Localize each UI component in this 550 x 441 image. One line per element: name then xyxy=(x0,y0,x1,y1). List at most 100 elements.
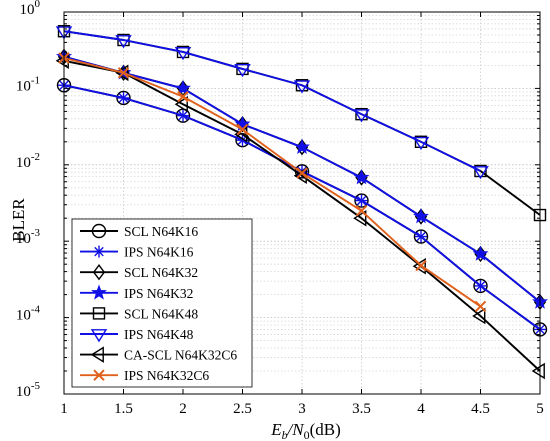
data-point-shape xyxy=(531,362,545,380)
data-point-shape xyxy=(413,229,429,244)
y-tick-label-base: 10 xyxy=(20,2,35,18)
x-axis-label-sub1: b xyxy=(282,428,288,441)
data-point xyxy=(293,80,311,94)
data-point-stroke xyxy=(178,110,188,121)
data-point xyxy=(474,279,487,292)
y-axis-label: BLER xyxy=(9,198,28,242)
x-tick-label: 3 xyxy=(298,401,306,417)
data-point xyxy=(117,67,130,79)
data-point-shape xyxy=(472,307,486,325)
legend-label: IPS N64K16 xyxy=(124,245,194,260)
x-tick-label: 1 xyxy=(60,401,68,417)
y-tick-label-exponent: 0 xyxy=(35,0,41,10)
data-point xyxy=(472,166,489,180)
y-tick-label-exponent: -2 xyxy=(31,151,40,163)
y-tick-label-base: 10 xyxy=(16,308,31,324)
y-tick-label: 100 xyxy=(20,0,41,18)
y-tick-label: 10-5 xyxy=(16,380,41,400)
data-point xyxy=(413,229,429,244)
data-point xyxy=(174,95,188,113)
legend-entry: IPS N64K32 xyxy=(80,284,193,301)
series-line xyxy=(63,30,481,172)
data-point-shape xyxy=(353,169,370,185)
data-point-shape xyxy=(353,209,367,227)
legend-marker-shape xyxy=(91,284,107,300)
y-tick-label: 10-2 xyxy=(16,151,40,171)
data-point-shape xyxy=(353,109,370,123)
data-point xyxy=(234,63,251,78)
legend-marker-shape xyxy=(90,329,108,343)
legend-entry: IPS N64K48 xyxy=(80,327,194,343)
legend-marker xyxy=(91,284,107,300)
data-point xyxy=(175,80,191,96)
data-point-stroke xyxy=(416,231,426,242)
data-point xyxy=(355,205,368,217)
data-point-shape xyxy=(293,80,311,94)
legend-marker xyxy=(92,264,106,281)
y-tick-label-exponent: -3 xyxy=(31,227,41,239)
data-point-stroke xyxy=(415,259,427,272)
data-point xyxy=(115,64,129,82)
x-axis-label-main: E xyxy=(270,420,282,439)
x-tick-label: 2.5 xyxy=(233,401,252,417)
y-tick-label-base: 10 xyxy=(16,155,31,171)
data-point xyxy=(355,107,368,121)
series-line xyxy=(63,59,541,372)
legend-label: SCL N64K48 xyxy=(124,306,198,321)
data-point-shape xyxy=(115,64,129,82)
legend-marker xyxy=(90,346,104,363)
legend-entry: SCL N64K48 xyxy=(80,306,198,321)
x-axis-label-sub2: 0 xyxy=(304,428,310,441)
legend-label: IPS N64K48 xyxy=(124,327,194,342)
data-point xyxy=(414,135,428,149)
data-point-stroke xyxy=(236,123,249,136)
x-tick-label: 1.5 xyxy=(114,401,133,417)
data-point xyxy=(412,136,430,151)
data-point xyxy=(354,193,369,208)
data-point xyxy=(177,90,189,103)
data-point-stroke xyxy=(355,205,368,217)
data-point-shape xyxy=(116,90,131,106)
data-point xyxy=(474,300,487,313)
data-point-stroke xyxy=(296,167,308,179)
data-point xyxy=(355,194,368,207)
data-point xyxy=(295,79,309,92)
data-point-shape xyxy=(414,135,428,149)
data-point-shape xyxy=(115,35,132,49)
data-point-stroke xyxy=(117,67,130,79)
y-tick-label-base: 10 xyxy=(16,231,31,247)
data-point xyxy=(116,90,131,106)
y-tick-label-exponent: -4 xyxy=(31,304,41,316)
data-point-shape xyxy=(234,63,251,78)
y-tick-label-exponent: -1 xyxy=(31,74,40,86)
x-tick-label: 3.5 xyxy=(352,401,371,417)
data-point xyxy=(294,138,310,154)
legend-marker-shape xyxy=(92,264,106,281)
tick-marks xyxy=(63,11,541,395)
legend-entry: IPS N64K16 xyxy=(80,245,194,260)
data-point-shape xyxy=(412,136,430,151)
data-point xyxy=(117,91,130,104)
legend-entry: SCL N64K32 xyxy=(80,264,198,281)
legend-marker-stroke xyxy=(93,369,105,381)
legend-marker xyxy=(91,223,107,239)
series-group xyxy=(55,25,548,380)
data-point-shape xyxy=(294,138,310,154)
data-point-shape xyxy=(175,80,191,96)
data-point xyxy=(236,123,249,136)
data-point xyxy=(177,109,189,122)
y-tick-label: 10-1 xyxy=(16,74,40,94)
legend-label: IPS N64K32 xyxy=(124,286,193,301)
legend-entry: CA-SCL N64K32C6 xyxy=(80,346,237,363)
data-point-shape xyxy=(174,95,188,113)
legend-label: SCL N64K32 xyxy=(124,265,198,280)
legend-entry: SCL N64K16 xyxy=(80,223,198,239)
data-point-stroke xyxy=(118,93,129,103)
data-point-shape xyxy=(174,47,192,61)
legend-marker-shape xyxy=(92,307,106,320)
legend-marker-stroke xyxy=(94,246,104,257)
x-tick-label: 4.5 xyxy=(471,401,490,417)
y-tick-label-exponent: -5 xyxy=(31,380,41,392)
data-point xyxy=(176,45,190,59)
